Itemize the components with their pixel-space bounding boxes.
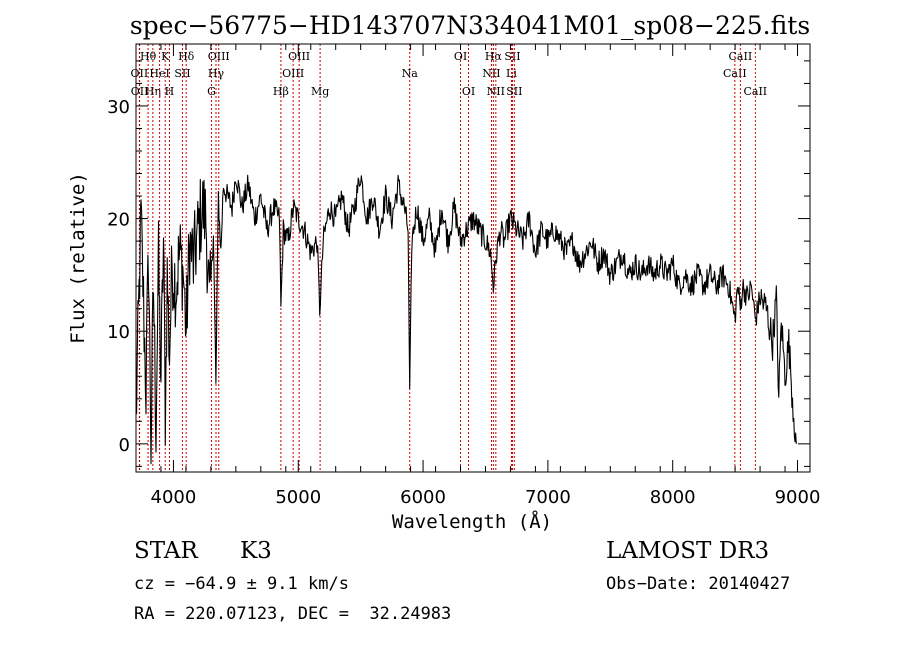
spectral-line-label: CaII [723,67,747,80]
object-subclass: K3 [240,538,272,564]
spectral-line-label: OI [462,85,475,98]
spectral-line-label: K [161,50,170,63]
spectral-lines: OIIOIIHθHηHeIKHSIIHδGHγOIIIHβOIIIOIIIMgN… [131,44,767,472]
spectral-line-label: NII [482,67,500,80]
spectral-line-label: Li [506,67,517,80]
y-tick-label: 20 [107,210,130,231]
x-tick-label: 8000 [650,487,696,508]
x-axis-label: Wavelength (Å) [392,510,552,533]
spectral-line-label: Na [402,67,419,80]
spectral-line-label: Hδ [178,50,195,63]
x-tick-label: 9000 [775,487,821,508]
plot-frame [135,43,811,473]
sky-coordinates: RA = 220.07123, DEC = 32.24983 [134,604,452,624]
spectral-line-label: Hα [485,50,503,63]
y-tick-label: 30 [107,97,130,118]
spectral-line-label: CaII [729,50,753,63]
observation-date: Obs−Date: 20140427 [606,574,791,594]
y-axis-label: Flux (relative) [67,172,89,344]
spectral-line-label: HeI [149,67,169,80]
axis-ticks: 4000 5000 6000 7000 8000 9000 0 10 20 30 [107,44,820,508]
survey-name: LAMOST DR3 [606,538,770,564]
spectral-line-label: OI [454,50,467,63]
redshift-velocity: cz = −64.9 ± 9.1 km/s [134,574,349,594]
spectral-line-label: Mg [311,85,329,98]
spectral-line-label: Hθ [140,50,157,63]
object-class: STAR [134,538,198,564]
x-tick-label: 7000 [525,487,571,508]
spectral-line-label: SII [504,50,520,63]
spectral-line-label: OII [131,85,149,98]
spectral-line-label: OIII [282,67,304,80]
spectral-line-label: Hγ [208,67,225,80]
spectral-line-label: G [207,85,216,98]
spectral-line-label: OIII [288,50,310,63]
spectral-line-label: SII [174,67,190,80]
spectral-line-label: Hβ [273,85,289,98]
y-tick-label: 0 [119,435,130,456]
spectral-line-label: NII [487,85,505,98]
spectral-line-label: OIII [208,50,230,63]
spectrum-line [135,174,797,465]
spectral-line-label: Hη [145,85,161,98]
x-tick-label: 4000 [151,487,197,508]
x-tick-label: 6000 [400,487,446,508]
y-tick-label: 10 [107,322,130,343]
spectral-line-label: H [165,85,175,98]
spectral-line-label: CaII [743,85,767,98]
x-tick-label: 5000 [275,487,321,508]
spectral-line-label: SII [506,85,522,98]
chart-title: spec−56775−HD143707N334041M01_sp08−225.f… [130,11,810,40]
